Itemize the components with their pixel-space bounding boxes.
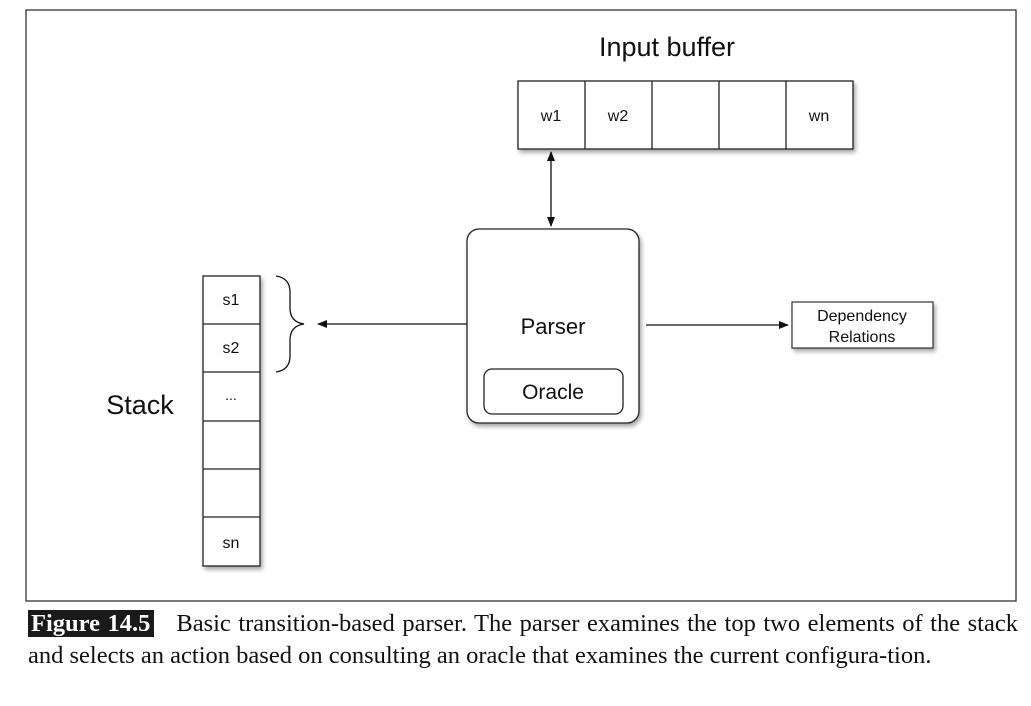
input-buffer — [517, 80, 854, 150]
stack-title: Stack — [106, 390, 174, 420]
caption-text: Basic transition-based parser. The parse… — [28, 610, 1018, 669]
dependency-relations-line1: Dependency — [817, 308, 907, 325]
input-cell-n: wn — [808, 108, 829, 125]
dependency-relations-box — [791, 301, 934, 349]
stack-cell-2: s2 — [223, 340, 240, 357]
figure-caption: Figure 14.5 Basic transition-based parser… — [28, 608, 1018, 672]
stack-cell-ellipsis: ... — [225, 387, 237, 403]
input-buffer-title: Input buffer — [599, 32, 735, 62]
input-cell-1: w1 — [540, 108, 562, 125]
stack-cell-1: s1 — [223, 292, 240, 309]
stack-top-brace — [275, 275, 305, 373]
dependency-relations-line2: Relations — [829, 329, 896, 346]
stack-dividers — [203, 323, 260, 518]
figure-label: Figure 14.5 — [28, 610, 155, 637]
input-buffer-dividers — [584, 81, 787, 149]
parser-label: Parser — [521, 314, 586, 339]
oracle-box — [483, 368, 624, 415]
input-cell-2: w2 — [607, 108, 629, 125]
oracle-label: Oracle — [522, 381, 584, 404]
stack-cell-n: sn — [223, 535, 240, 552]
